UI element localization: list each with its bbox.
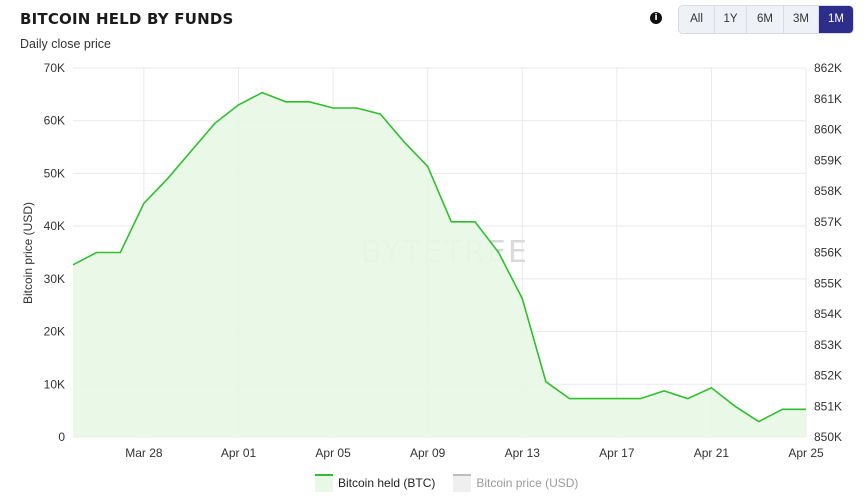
y-right-tick-label: 852K — [814, 369, 842, 383]
range-button-all[interactable]: All — [679, 6, 715, 33]
y-left-tick-label: 60K — [44, 114, 65, 128]
y-left-tick-label: 50K — [44, 166, 65, 180]
x-tick-label: Apr 01 — [221, 446, 257, 460]
legend-swatch-usd — [453, 474, 472, 492]
x-tick-label: Apr 09 — [410, 446, 446, 460]
x-tick-label: Apr 25 — [788, 446, 824, 460]
y-left-tick-label: 40K — [44, 219, 65, 233]
range-button-3m[interactable]: 3M — [784, 6, 819, 33]
y-right-tick-label: 851K — [814, 399, 842, 413]
y-left-tick-label: 10K — [44, 377, 65, 391]
legend-label-usd: Bitcoin price (USD) — [476, 476, 579, 490]
y-right-tick-label: 861K — [814, 92, 842, 106]
series-area-btc — [73, 92, 806, 437]
series-line-btc — [72, 91, 806, 423]
y-right-tick-label: 853K — [814, 338, 842, 352]
x-tick-label: Mar 28 — [125, 446, 163, 460]
y-right-tick-label: 854K — [814, 307, 842, 321]
x-tick-label: Apr 05 — [315, 446, 351, 460]
x-axis: Mar 28 Apr 01 Apr 05 Apr 09 Apr 13 Apr 17 Apr … — [125, 446, 824, 460]
chart-title: BITCOIN HELD BY FUNDS — [20, 10, 234, 28]
range-button-1y[interactable]: 1Y — [715, 6, 747, 33]
y-right-tick-label: 862K — [814, 61, 842, 75]
y-left-tick-label: 0 — [58, 430, 65, 444]
y-right-tick-label: 850K — [814, 430, 842, 444]
y-axis-left-label: Bitcoin price (USD) — [21, 202, 35, 304]
y-right-tick-label: 858K — [814, 184, 842, 198]
legend-item-usd[interactable]: Bitcoin price (USD) — [453, 474, 578, 492]
time-range-selector: All 1Y 6M 3M 1M — [678, 5, 854, 34]
range-button-6m[interactable]: 6M — [747, 6, 784, 33]
y-right-tick-label: 857K — [814, 215, 842, 229]
y-left-tick-label: 30K — [44, 272, 65, 286]
y-right-tick-label: 860K — [814, 123, 842, 137]
y-right-tick-label: 859K — [814, 153, 842, 167]
legend-label-btc: Bitcoin held (BTC) — [338, 476, 436, 490]
legend-item-btc[interactable]: Bitcoin held (BTC) — [315, 474, 435, 492]
y-left-tick-label: 20K — [44, 325, 65, 339]
y-right-tick-label: 855K — [814, 276, 842, 290]
series-layer — [72, 91, 806, 437]
chart-legend: Bitcoin held (BTC) Bitcoin price (USD) — [315, 474, 596, 492]
y-axis-right: 850K 851K 852K 853K 854K 855K 856K 857K 858K 859K… — [814, 61, 842, 444]
range-button-1m[interactable]: 1M — [819, 6, 853, 33]
chart-subtitle: Daily close price — [20, 37, 112, 51]
y-right-tick-label: 856K — [814, 246, 842, 260]
y-left-tick-label: 70K — [44, 61, 65, 75]
x-tick-label: Apr 21 — [694, 446, 730, 460]
x-tick-label: Apr 13 — [505, 446, 541, 460]
x-tick-label: Apr 17 — [599, 446, 635, 460]
y-axis-left: 0 10K 20K 30K 40K 50K 60K 70K — [44, 61, 66, 444]
info-icon[interactable]: i — [650, 12, 662, 24]
legend-swatch-btc — [315, 474, 333, 492]
